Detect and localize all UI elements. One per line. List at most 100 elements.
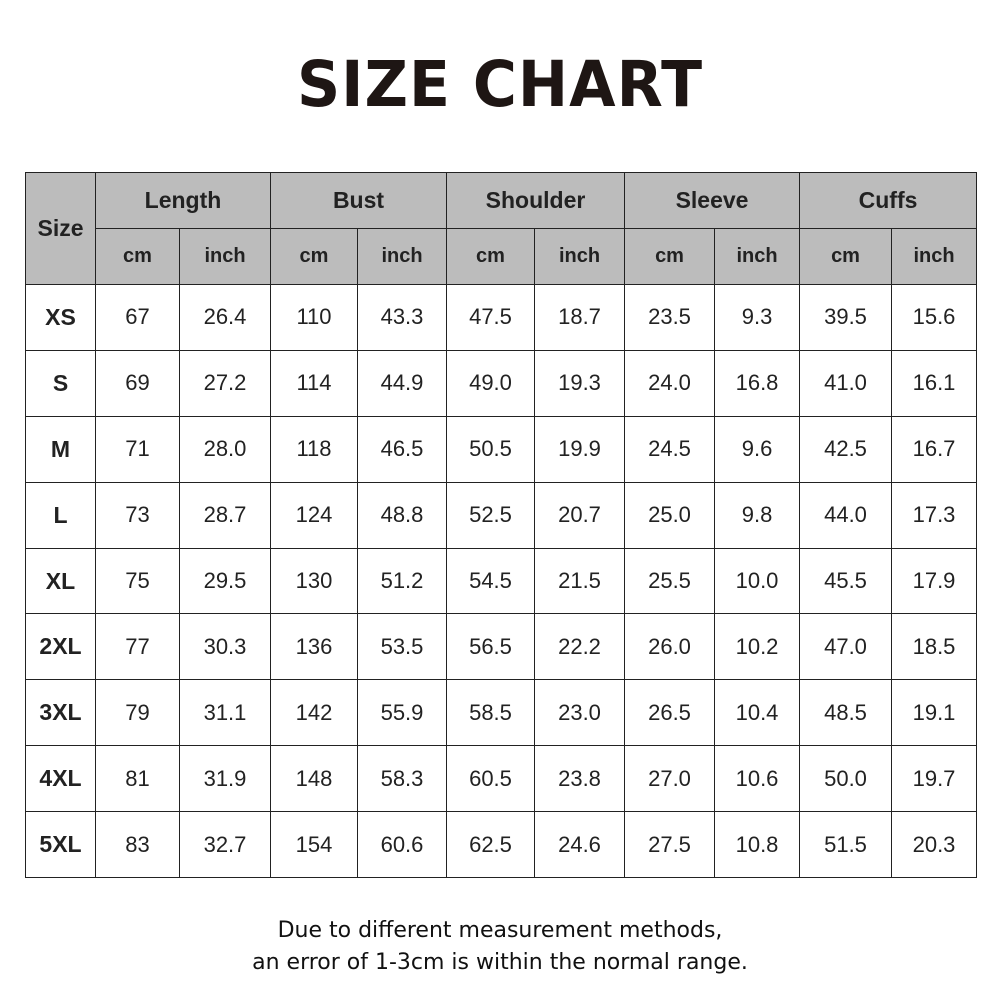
size-label: 3XL	[25, 679, 96, 747]
measurement-cell: 43.3	[357, 284, 447, 351]
measurement-cell: 53.5	[357, 613, 447, 681]
measurement-cell: 51.5	[799, 811, 893, 879]
measurement-cell: 19.1	[891, 679, 978, 747]
measurement-cell: 44.0	[799, 481, 893, 549]
table-row: 4XL 81 31.9 148 58.3 60.5 23.8 27.0 10.6 50.0 19.7	[25, 745, 978, 813]
header-row-groups: Size Length Bust Shoulder Sleeve Cuffs	[25, 172, 978, 285]
measurement-cell: 27.0	[624, 745, 716, 813]
size-label: XS	[25, 284, 96, 351]
table-row: XS 67 26.4 110 43.3 47.5 18.7 23.5 9.3 39.5 15.6	[25, 284, 978, 351]
measurement-cell: 48.8	[357, 481, 447, 549]
measurement-cell: 48.5	[799, 679, 893, 747]
table-row: 5XL 83 32.7 154 60.6 62.5 24.6 27.5 10.8 51.5 20.3	[25, 811, 978, 879]
measurement-cell: 130	[270, 547, 358, 615]
unit-header-cm: cm	[270, 228, 358, 285]
measurement-cell: 118	[270, 415, 358, 483]
measurement-cell: 19.3	[533, 349, 626, 417]
measurement-cell: 22.2	[533, 613, 626, 681]
measurement-cell: 21.5	[533, 547, 626, 615]
size-label: XL	[25, 547, 96, 615]
measurement-cell: 16.7	[891, 415, 978, 483]
measurement-cell: 110	[270, 284, 358, 351]
measurement-cell: 46.5	[357, 415, 447, 483]
group-header-shoulder: Shoulder	[445, 172, 626, 229]
measurement-cell: 45.5	[799, 547, 893, 615]
size-label: M	[25, 415, 96, 483]
measurement-cell: 18.5	[891, 613, 978, 681]
measurement-cell: 62.5	[446, 811, 535, 879]
measurement-cell: 27.2	[179, 349, 271, 417]
measurement-cell: 77	[95, 613, 180, 681]
measurement-cell: 60.5	[446, 745, 535, 813]
measurement-cell: 19.7	[891, 745, 978, 813]
measurement-cell: 30.3	[179, 613, 271, 681]
measurement-cell: 19.9	[533, 415, 626, 483]
note-line-1: Due to different measurement methods,	[277, 918, 723, 943]
measurement-cell: 52.5	[446, 481, 535, 549]
size-chart-table: Size Length Bust Shoulder Sleeve Cuffs cm inc…	[25, 172, 978, 879]
measurement-cell: 71	[95, 415, 180, 483]
table-row: M 71 28.0 118 46.5 50.5 19.9 24.5 9.6 42.5 16.7	[25, 415, 978, 483]
measurement-cell: 24.0	[624, 349, 716, 417]
measurement-cell: 50.5	[446, 415, 535, 483]
unit-header-cm: cm	[446, 228, 535, 285]
page-title: SIZE CHART	[296, 48, 704, 122]
measurement-cell: 24.5	[624, 415, 716, 483]
measurement-cell: 50.0	[799, 745, 893, 813]
measurement-cell: 9.6	[714, 415, 801, 483]
measurement-cell: 9.8	[714, 481, 801, 549]
unit-header-cm: cm	[95, 228, 180, 285]
unit-header-cm: cm	[799, 228, 893, 285]
unit-header-cm: cm	[624, 228, 716, 285]
measurement-cell: 23.5	[624, 284, 716, 351]
measurement-cell: 58.3	[357, 745, 447, 813]
measurement-cell: 58.5	[446, 679, 535, 747]
measurement-cell: 10.2	[714, 613, 801, 681]
measurement-cell: 47.0	[799, 613, 893, 681]
header-row-units: cm inch cm inch cm inch cm inch cm inch	[26, 228, 978, 285]
group-header-sleeve: Sleeve	[624, 172, 801, 229]
measurement-cell: 124	[270, 481, 358, 549]
measurement-cell: 114	[270, 349, 358, 417]
measurement-cell: 26.4	[179, 284, 271, 351]
measurement-cell: 26.0	[624, 613, 716, 681]
unit-header-inch: inch	[533, 228, 626, 285]
unit-header-inch: inch	[357, 228, 447, 285]
size-label: 2XL	[25, 613, 96, 681]
measurement-cell: 44.9	[357, 349, 447, 417]
size-label: L	[25, 481, 96, 549]
unit-header-inch: inch	[179, 228, 271, 285]
measurement-cell: 60.6	[357, 811, 447, 879]
measurement-cell: 27.5	[624, 811, 716, 879]
measurement-cell: 41.0	[799, 349, 893, 417]
size-label: S	[25, 349, 96, 417]
measurement-cell: 47.5	[446, 284, 535, 351]
measurement-cell: 10.0	[714, 547, 801, 615]
measurement-cell: 73	[95, 481, 180, 549]
measurement-cell: 25.0	[624, 481, 716, 549]
measurement-cell: 24.6	[533, 811, 626, 879]
measurement-cell: 54.5	[446, 547, 535, 615]
measurement-cell: 10.8	[714, 811, 801, 879]
note-line-2: an error of 1-3cm is within the normal r…	[252, 950, 748, 975]
measurement-cell: 28.7	[179, 481, 271, 549]
table-row: 2XL 77 30.3 136 53.5 56.5 22.2 26.0 10.2 47.0 18.5	[25, 613, 978, 681]
measurement-cell: 20.7	[533, 481, 626, 549]
measurement-cell: 67	[95, 284, 180, 351]
group-header-bust: Bust	[270, 172, 447, 229]
measurement-cell: 25.5	[624, 547, 716, 615]
table-row: 3XL 79 31.1 142 55.9 58.5 23.0 26.5 10.4 48.5 19.1	[25, 679, 978, 747]
measurement-cell: 26.5	[624, 679, 716, 747]
measurement-cell: 23.0	[533, 679, 626, 747]
measurement-cell: 55.9	[357, 679, 447, 747]
unit-header-inch: inch	[714, 228, 801, 285]
measurement-cell: 10.6	[714, 745, 801, 813]
group-header-length: Length	[95, 172, 271, 229]
measurement-cell: 23.8	[533, 745, 626, 813]
measurement-cell: 79	[95, 679, 180, 747]
measurement-cell: 136	[270, 613, 358, 681]
size-label: 4XL	[25, 745, 96, 813]
table-row: XL 75 29.5 130 51.2 54.5 21.5 25.5 10.0 45.5 17.9	[25, 547, 978, 615]
measurement-cell: 9.3	[714, 284, 801, 351]
measurement-cell: 42.5	[799, 415, 893, 483]
